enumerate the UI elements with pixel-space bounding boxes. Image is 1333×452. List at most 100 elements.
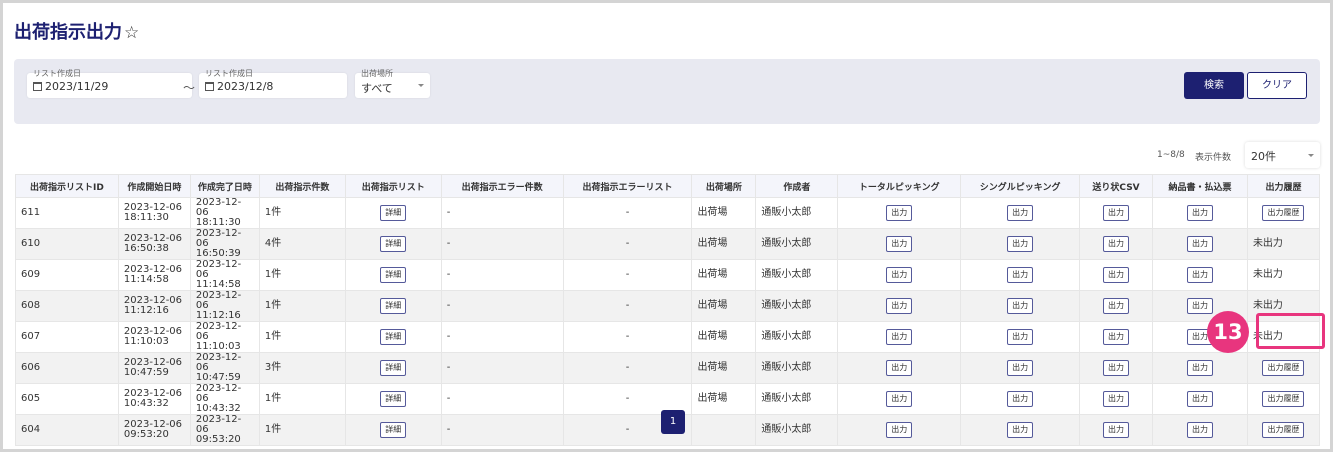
end-time: 11:10:03 <box>195 341 241 352</box>
shipping-place: 出荷場 <box>691 228 757 260</box>
output-history-button[interactable]: 出力履歴 <box>1262 205 1305 221</box>
table-row: 607 2023-12-06 11:10:03 2023-12-06 11:10:0… <box>15 321 1321 353</box>
not-output-status: 未出力 <box>1252 300 1283 311</box>
delivery-slip-output-button[interactable]: 出力 <box>1186 360 1213 376</box>
output-history-button[interactable]: 出力履歴 <box>1262 360 1305 376</box>
single-picking-cell: 出力 <box>960 290 1081 322</box>
error-list: - <box>562 383 693 415</box>
start-datetime: 2023-12-06 11:14:58 <box>117 259 191 291</box>
delivery-slip-output-button[interactable]: 出力 <box>1186 205 1213 221</box>
not-output-status: 未出力 <box>1252 238 1283 249</box>
detail-button[interactable]: 詳細 <box>380 329 407 345</box>
favorite-star-icon[interactable]: ☆ <box>124 23 140 43</box>
total-picking-output-button[interactable]: 出力 <box>886 267 913 283</box>
detail-button[interactable]: 詳細 <box>380 298 407 314</box>
history-cell: 出力履歴 <box>1246 414 1321 446</box>
error-count: - <box>440 197 564 229</box>
total-picking-output-button[interactable]: 出力 <box>886 360 913 376</box>
table-row: 605 2023-12-06 10:43:32 2023-12-06 10:43:3… <box>15 383 1321 415</box>
single-picking-output-button[interactable]: 出力 <box>1007 360 1034 376</box>
single-picking-output-button[interactable]: 出力 <box>1007 205 1034 221</box>
detail-button[interactable]: 詳細 <box>380 205 407 221</box>
date-to-field[interactable]: リスト作成日 2023/12/8 <box>199 69 347 98</box>
end-date: 2023-12-06 <box>195 228 242 249</box>
start-date: 2023-12-06 <box>123 233 183 244</box>
start-datetime: 2023-12-06 09:53:20 <box>117 414 191 446</box>
start-datetime: 2023-12-06 18:11:30 <box>117 197 191 229</box>
clear-button[interactable]: クリア <box>1247 72 1307 99</box>
start-time: 11:12:16 <box>123 305 169 316</box>
delivery-slip-output-button[interactable]: 出力 <box>1186 391 1213 407</box>
total-picking-output-button[interactable]: 出力 <box>886 205 913 221</box>
delivery-slip-output-button[interactable]: 出力 <box>1186 236 1213 252</box>
column-header: 出荷指示件数 <box>258 174 346 198</box>
start-time: 18:11:30 <box>123 212 169 223</box>
shipping-place: 出荷場 <box>691 197 757 229</box>
invoice-csv-output-button[interactable]: 出力 <box>1103 205 1130 221</box>
single-picking-output-button[interactable]: 出力 <box>1007 391 1034 407</box>
per-page-label: 表示件数 <box>1195 153 1232 163</box>
column-header: 出荷場所 <box>691 174 757 198</box>
invoice-csv-output-button[interactable]: 出力 <box>1103 236 1130 252</box>
total-picking-output-button[interactable]: 出力 <box>886 236 913 252</box>
invoice-csv-output-button[interactable]: 出力 <box>1103 360 1130 376</box>
end-time: 18:11:30 <box>195 217 241 228</box>
list-id: 610 <box>15 228 119 260</box>
history-cell: 未出力 <box>1246 228 1321 260</box>
delivery-slip-output-button[interactable]: 出力 <box>1186 267 1213 283</box>
error-list: - <box>562 352 693 384</box>
output-history-button[interactable]: 出力履歴 <box>1262 391 1305 407</box>
invoice-csv-output-button[interactable]: 出力 <box>1103 267 1130 283</box>
invoice-csv-output-button[interactable]: 出力 <box>1103 391 1130 407</box>
error-list: - <box>562 228 693 260</box>
total-picking-cell: 出力 <box>837 197 962 229</box>
place-select[interactable]: 出荷場所 すべて <box>355 69 430 98</box>
invoice-csv-output-button[interactable]: 出力 <box>1103 298 1130 314</box>
search-button[interactable]: 検索 <box>1184 72 1244 99</box>
output-history-button[interactable]: 出力履歴 <box>1262 422 1305 438</box>
end-date: 2023-12-06 <box>195 259 242 280</box>
total-picking-output-button[interactable]: 出力 <box>886 391 913 407</box>
date-to-value: 2023/12/8 <box>217 80 274 93</box>
delivery-slip-output-button[interactable]: 出力 <box>1186 329 1213 345</box>
invoice-csv-cell: 出力 <box>1079 321 1154 353</box>
instruction-count: 1件 <box>258 197 346 229</box>
single-picking-output-button[interactable]: 出力 <box>1007 329 1034 345</box>
total-picking-output-button[interactable]: 出力 <box>886 329 913 345</box>
end-time: 11:12:16 <box>195 310 241 321</box>
single-picking-output-button[interactable]: 出力 <box>1007 267 1034 283</box>
detail-button[interactable]: 詳細 <box>380 360 407 376</box>
instruction-count: 1件 <box>258 383 346 415</box>
place-value: すべて <box>361 82 393 95</box>
per-page-select[interactable]: 20件 <box>1245 142 1320 168</box>
delivery-slip-output-button[interactable]: 出力 <box>1186 298 1213 314</box>
page-1-button[interactable]: 1 <box>661 410 685 434</box>
single-picking-output-button[interactable]: 出力 <box>1007 298 1034 314</box>
detail-button[interactable]: 詳細 <box>380 422 407 438</box>
delivery-slip-output-button[interactable]: 出力 <box>1186 422 1213 438</box>
invoice-csv-cell: 出力 <box>1079 383 1154 415</box>
history-cell: 出力履歴 <box>1246 197 1321 229</box>
list-id: 611 <box>15 197 119 229</box>
single-picking-output-button[interactable]: 出力 <box>1007 236 1034 252</box>
detail-cell: 詳細 <box>344 228 442 260</box>
single-picking-output-button[interactable]: 出力 <box>1007 422 1034 438</box>
end-datetime: 2023-12-06 09:53:20 <box>189 414 260 446</box>
delivery-slip-cell: 出力 <box>1152 414 1248 446</box>
detail-button[interactable]: 詳細 <box>380 391 407 407</box>
invoice-csv-output-button[interactable]: 出力 <box>1103 329 1130 345</box>
detail-button[interactable]: 詳細 <box>380 267 407 283</box>
detail-button[interactable]: 詳細 <box>380 236 407 252</box>
date-from-field[interactable]: リスト作成日 2023/11/29 <box>27 69 192 98</box>
total-picking-output-button[interactable]: 出力 <box>886 422 913 438</box>
author: 通販小太郎 <box>755 259 839 291</box>
total-picking-cell: 出力 <box>837 290 962 322</box>
delivery-slip-cell: 出力 <box>1152 259 1248 291</box>
total-picking-output-button[interactable]: 出力 <box>886 298 913 314</box>
detail-cell: 詳細 <box>344 259 442 291</box>
filter-panel: リスト作成日 2023/11/29 ～ リスト作成日 2023/12/8 出荷場所す… <box>14 59 1320 124</box>
end-time: 10:47:59 <box>195 372 241 383</box>
invoice-csv-output-button[interactable]: 出力 <box>1103 422 1130 438</box>
shipping-place: 出荷場 <box>691 259 757 291</box>
